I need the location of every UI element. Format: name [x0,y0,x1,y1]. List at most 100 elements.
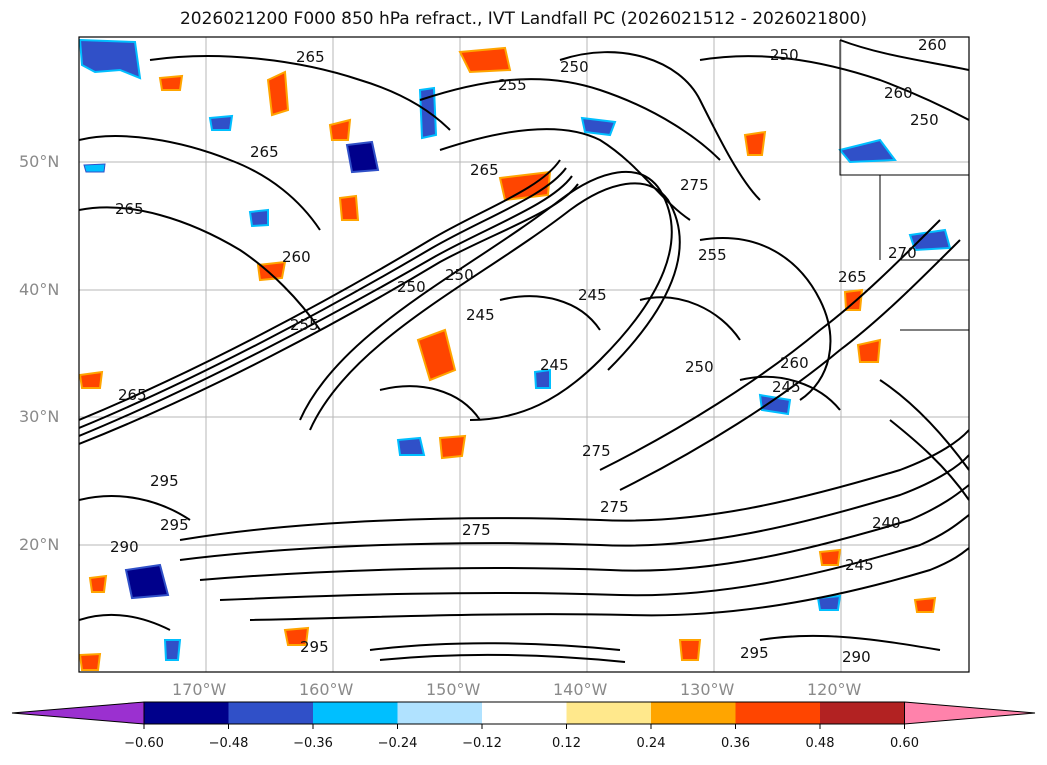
pos-patch [416,328,457,382]
contour-label: 245 [772,378,801,396]
contour-label-group: 260 265 255 250 250 260 250 265 265 275 … [110,36,947,666]
pos-patch [498,170,552,202]
pos-patch [438,434,467,460]
colorbar-tick: −0.24 [377,736,418,751]
neg-patch [345,140,380,174]
pos-patch [88,574,108,593]
neg-patch [418,86,438,140]
pos-patch [79,370,104,389]
colorbar-segment [735,702,820,724]
contour-label: 250 [910,111,939,129]
contour-label: 290 [842,648,871,666]
lon-label-120w: 120°W [807,680,862,699]
colorbar-segment [566,702,651,724]
contour-label: 260 [884,84,913,102]
lon-label-150w: 150°W [426,680,481,699]
contour-label: 275 [600,498,629,516]
contour-label: 255 [498,76,527,94]
map-frame [78,36,970,673]
colorbar-segment [228,702,313,724]
lat-label-30n: 30°N [19,407,60,426]
contour-label: 250 [397,278,426,296]
colorbar-segment [144,702,229,724]
contour-label: 245 [578,286,607,304]
coastline [839,40,969,331]
contour-label: 275 [582,442,611,460]
contour-label: 275 [462,521,491,539]
contour-label: 260 [780,354,809,372]
pos-patch [328,118,352,141]
pos-patch [818,548,842,566]
lat-label-40n: 40°N [19,280,60,299]
lon-label-160w: 160°W [299,680,354,699]
contour-label: 240 [872,514,901,532]
colorbar-tick: 0.24 [636,736,666,751]
contour-label: 265 [838,268,867,286]
pos-patch [266,70,290,117]
map-background [79,37,969,672]
neg-patch [758,393,792,416]
neg-patch [124,563,170,600]
pos-patch [856,338,882,363]
contour-label: 265 [118,386,147,404]
neg-patch [83,163,106,173]
lon-label-170w: 170°W [172,680,227,699]
lat-label-50n: 50°N [19,152,60,171]
contour-label: 255 [698,246,727,264]
pos-patch [79,652,102,671]
contour-label: 245 [845,556,874,574]
neg-patch [208,114,234,131]
colorbar-over-arrow [904,701,1036,725]
neg-patch [533,368,551,389]
contour-label: 290 [110,538,139,556]
contour-label: 260 [918,36,947,54]
contour-label: 255 [290,316,319,334]
contour-label: 250 [770,46,799,64]
contour-label: 265 [115,200,144,218]
contour-label: 295 [300,638,329,656]
pos-patch [338,194,360,221]
lon-label-140w: 140°W [553,680,608,699]
pos-patch [158,74,184,91]
pos-patch [256,260,287,282]
contour-label: 245 [466,306,495,324]
colorbar-tick: −0.60 [124,736,164,751]
colorbar-tick: 0.60 [890,736,919,751]
neg-patch [163,639,182,661]
colorbar-tick: −0.48 [208,736,249,751]
filled-anomaly-patches [79,38,952,671]
contour-label: 250 [560,58,589,76]
colorbar-segment [313,702,398,724]
neg-patch [248,208,269,228]
neg-patch [838,138,897,164]
contour-label: 270 [888,244,917,262]
colorbar-tick: −0.36 [293,736,333,751]
contour-label: 295 [740,644,769,662]
colorbar-tick: 0.36 [721,736,750,751]
colorbar-segment [820,702,905,724]
neg-patch [396,436,426,456]
colorbar [11,701,1036,729]
lat-label-20n: 20°N [19,535,60,554]
map-title: 2026021200 F000 850 hPa refract., IVT La… [179,9,867,29]
contour-label: 275 [680,176,709,194]
contour-label: 265 [470,161,499,179]
contour-label: 265 [296,48,325,66]
pos-patch [283,626,310,646]
contour-lines [79,39,969,663]
pos-patch [743,130,767,156]
colorbar-segment [482,702,567,724]
neg-patch [79,38,142,80]
colorbar-tick: 0.48 [805,736,835,751]
neg-patch [908,228,952,252]
contour-label: 245 [540,356,569,374]
pos-patch [458,46,512,74]
colorbar-segment [651,702,736,724]
colorbar-tick: −0.12 [462,736,502,751]
contour-label: 250 [445,266,474,284]
contour-label: 260 [282,248,311,266]
contour-label: 295 [150,472,179,490]
contour-label: 265 [250,143,279,161]
contour-label: 295 [160,516,189,534]
